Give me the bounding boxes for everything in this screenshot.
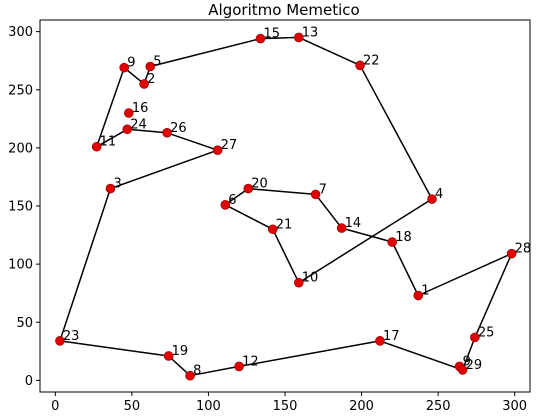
- point-label: 5: [153, 55, 161, 70]
- y-tick-label: 0: [25, 374, 33, 389]
- x-tick-label: 50: [124, 399, 141, 414]
- y-tick-label: 100: [8, 258, 33, 273]
- plot-area-frame: [39, 19, 531, 393]
- point-label: 10: [302, 271, 319, 286]
- point-label: 23: [63, 329, 80, 344]
- y-tick-label: 50: [16, 316, 33, 331]
- point-label: 11: [100, 135, 117, 150]
- point-label: 19: [172, 344, 189, 359]
- data-point: [355, 60, 365, 71]
- point-label: 12: [242, 354, 259, 369]
- axis-ticks: 0 50 100 150 200 250 300 0 50 100 150 200 250 300: [8, 25, 527, 414]
- point-label: 21: [276, 217, 293, 232]
- point-label: 13: [302, 25, 319, 40]
- point-label: 1: [421, 284, 429, 299]
- x-tick-label: 0: [51, 399, 59, 414]
- point-label: 4: [435, 187, 443, 202]
- data-point: [91, 141, 102, 152]
- point-label: 24: [130, 117, 147, 132]
- point-label: 29: [466, 358, 483, 373]
- data-point: [234, 361, 244, 372]
- y-tick-label: 300: [8, 25, 33, 40]
- data-point: [145, 61, 156, 72]
- data-point: [255, 33, 266, 44]
- y-tick-label: 200: [8, 141, 33, 156]
- point-label: 27: [221, 138, 238, 153]
- x-tick-label: 250: [426, 399, 451, 414]
- data-point: [293, 32, 304, 43]
- y-tick-label: 150: [8, 200, 33, 215]
- data-point: [336, 223, 347, 233]
- x-tick-label: 100: [196, 399, 221, 414]
- data-point: [122, 124, 133, 135]
- data-point: [387, 237, 397, 247]
- point-label: 17: [383, 329, 400, 344]
- point-label: 3: [113, 177, 121, 192]
- y-tick-label: 250: [8, 83, 33, 98]
- point-label: 8: [193, 364, 201, 379]
- data-point: [162, 127, 172, 138]
- data-point: [185, 370, 195, 381]
- data-point: [163, 351, 174, 361]
- x-tick-label: 200: [349, 399, 374, 414]
- point-label: 16: [132, 101, 149, 116]
- x-tick-label: 150: [273, 399, 298, 414]
- route-polyline: [59, 36, 513, 377]
- data-point: [470, 332, 480, 343]
- point-label: 9: [463, 354, 471, 369]
- data-point: [457, 365, 468, 375]
- point-label: 26: [170, 121, 187, 136]
- point-label: 28: [515, 242, 532, 257]
- data-point: [267, 224, 278, 235]
- point-label: 18: [395, 230, 412, 245]
- data-point: [375, 336, 385, 346]
- x-tick-label: 300: [502, 399, 527, 414]
- data-point: [119, 62, 130, 73]
- data-point: [427, 194, 437, 204]
- point-label: 14: [345, 216, 362, 231]
- point-label: 9: [127, 56, 135, 71]
- point-label: 22: [363, 53, 380, 68]
- data-point: [243, 183, 254, 194]
- data-point: [55, 336, 65, 346]
- data-point: [413, 290, 424, 301]
- data-points: [55, 32, 517, 381]
- data-point: [220, 200, 231, 210]
- point-label: 7: [319, 182, 327, 197]
- chart-title: Algoritmo Memetico: [208, 1, 359, 19]
- point-label: 6: [228, 193, 236, 208]
- data-point: [293, 277, 304, 288]
- data-point: [212, 145, 223, 155]
- point-label: 25: [478, 325, 495, 340]
- data-point: [124, 108, 134, 118]
- data-point: [310, 189, 321, 200]
- data-point: [506, 248, 517, 259]
- route-lines: [59, 36, 513, 377]
- point-label: 2: [147, 72, 155, 87]
- point-label: 20: [251, 177, 268, 192]
- point-label: 15: [264, 27, 281, 42]
- data-point: [105, 183, 116, 194]
- data-point: [139, 79, 149, 89]
